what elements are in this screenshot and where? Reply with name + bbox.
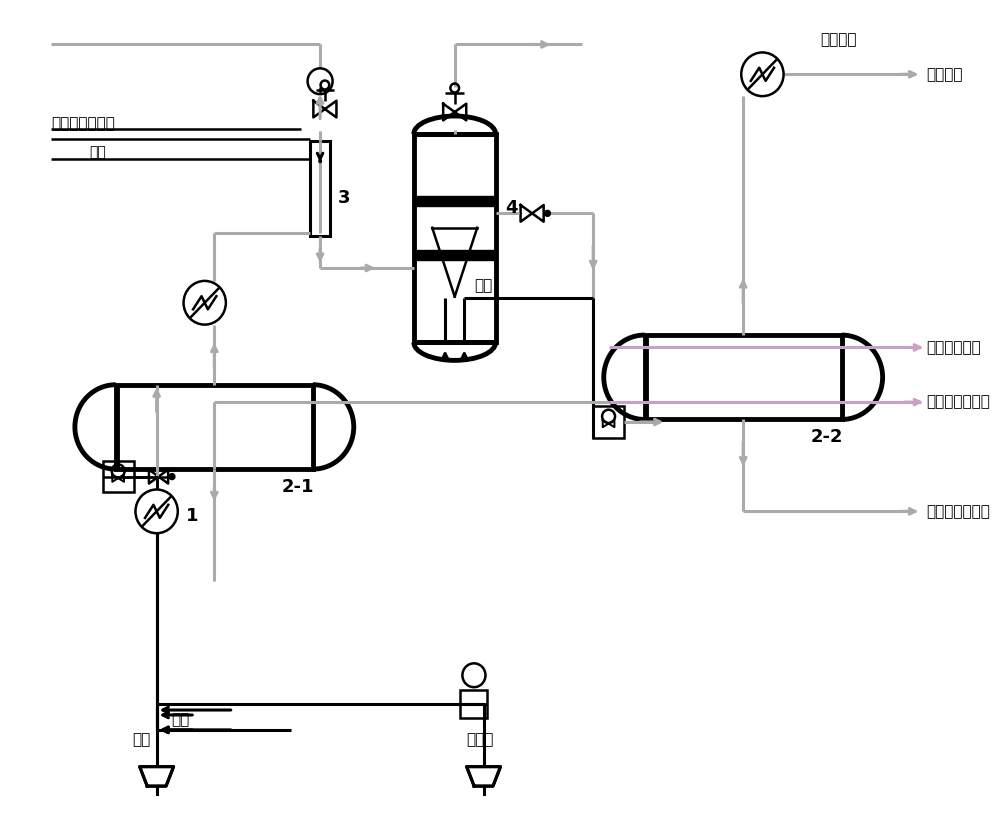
Text: 2-2: 2-2 bbox=[810, 428, 843, 446]
Text: 注水: 注水 bbox=[474, 278, 492, 293]
Bar bbox=[414, 134, 496, 343]
Text: 3: 3 bbox=[337, 190, 350, 207]
Circle shape bbox=[135, 489, 178, 533]
Text: 一级电脱盐切水: 一级电脱盐切水 bbox=[926, 394, 990, 409]
Bar bbox=[310, 141, 330, 235]
Text: 破之剂: 破之剂 bbox=[466, 732, 494, 747]
Text: 脱后原油: 脱后原油 bbox=[926, 67, 962, 82]
Circle shape bbox=[545, 210, 550, 216]
Bar bbox=[645, 335, 842, 419]
Circle shape bbox=[169, 473, 175, 479]
Circle shape bbox=[184, 281, 226, 324]
Text: 脱后原油: 脱后原油 bbox=[820, 32, 857, 47]
Text: 注水: 注水 bbox=[171, 712, 189, 727]
Circle shape bbox=[741, 52, 784, 97]
Text: 原油: 原油 bbox=[133, 732, 151, 747]
Bar bbox=[414, 250, 496, 260]
Polygon shape bbox=[467, 766, 501, 786]
Bar bbox=[103, 461, 134, 493]
Text: 注水: 注水 bbox=[89, 145, 106, 159]
Text: 1: 1 bbox=[185, 508, 198, 525]
Bar bbox=[593, 406, 624, 438]
Bar bbox=[414, 196, 496, 206]
Text: 旋流含盐污水: 旋流含盐污水 bbox=[926, 340, 981, 355]
Text: 2-1: 2-1 bbox=[282, 478, 314, 496]
Text: 二级电脱盐切水: 二级电脱盐切水 bbox=[51, 116, 115, 131]
Polygon shape bbox=[140, 766, 174, 786]
Bar bbox=[460, 691, 487, 718]
Bar bbox=[116, 384, 313, 469]
Text: 二级电脱盐切水: 二级电脱盐切水 bbox=[926, 504, 990, 519]
Text: 4: 4 bbox=[505, 200, 517, 217]
